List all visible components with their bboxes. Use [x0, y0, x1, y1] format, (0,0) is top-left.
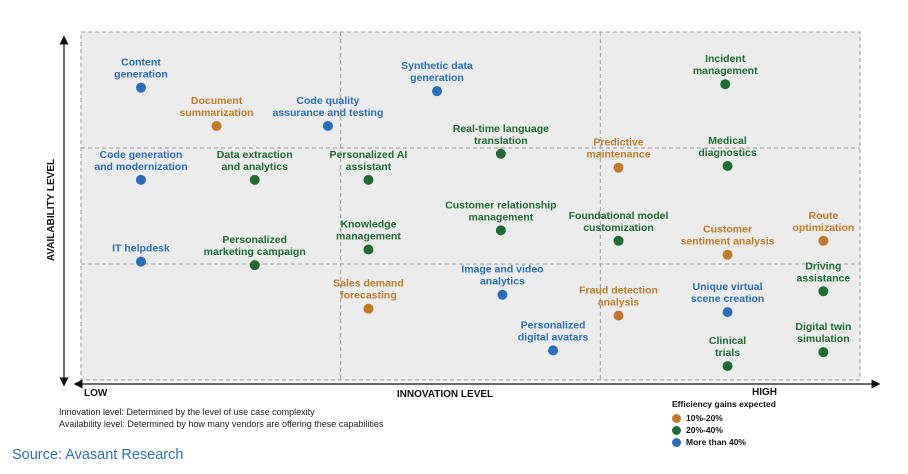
point-3: [322, 120, 333, 131]
legend-title: Efficiency gains expected: [672, 399, 776, 409]
point-19: [818, 286, 829, 297]
point-12: [495, 225, 506, 236]
point-24: [548, 345, 559, 356]
point-22: [613, 310, 624, 321]
point-label-15: Customer sentiment analysis: [681, 224, 775, 248]
point-label-3: Code quality assurance and testing: [273, 95, 384, 119]
point-label-18: Personalized marketing campaign: [204, 234, 306, 258]
legend-dot-green: [672, 425, 681, 435]
point-label-4: Synthetic data generation: [401, 60, 473, 84]
point-25: [818, 347, 829, 358]
point-label-11: Personalized AI assistant: [330, 149, 408, 173]
legend-dot-orange: [672, 413, 681, 423]
x-axis-title: INNOVATION LEVEL: [397, 389, 493, 400]
x-axis-low-label: LOW: [84, 388, 108, 399]
plot-background: [81, 32, 860, 380]
point-17: [135, 256, 146, 267]
point-8: [722, 160, 733, 171]
point-11: [363, 174, 374, 185]
point-7: [613, 162, 624, 173]
point-label-25: Digital twin simulation: [795, 321, 851, 345]
point-23: [722, 307, 733, 318]
point-6: [495, 148, 506, 159]
point-15: [722, 249, 733, 260]
innovation-level-note: Innovation level: Determined by the leve…: [59, 407, 315, 417]
point-label-21: Sales demand forecasting: [333, 278, 404, 302]
point-label-1: Content generation: [114, 57, 168, 81]
point-label-23: Unique virtual scene creation: [691, 281, 765, 305]
point-20: [497, 289, 508, 300]
legend-item-10-20: 10%-20%: [672, 412, 776, 424]
availability-level-note: Availability level: Determined by how ma…: [59, 419, 384, 429]
point-label-19: Driving assistance: [797, 260, 851, 284]
point-label-16: Knowledge management: [336, 219, 401, 243]
legend-dot-blue: [672, 437, 681, 447]
point-label-14: Route optimization: [792, 210, 854, 234]
grid-border: [80, 31, 861, 381]
legend-item-more-than-40: More than 40%: [672, 436, 776, 448]
legend-label: 20%-40%: [686, 425, 723, 435]
point-26: [722, 361, 733, 372]
point-label-9: Code generation and modernization: [94, 149, 187, 173]
point-label-5: Incident management: [693, 53, 758, 77]
legend-label: More than 40%: [686, 437, 746, 447]
point-label-20: Image and video analytics: [461, 264, 543, 288]
legend-label: 10%-20%: [686, 413, 723, 423]
point-label-6: Real-time language translation: [453, 123, 549, 147]
point-4: [432, 86, 443, 97]
point-label-17: IT helpdesk: [112, 243, 170, 255]
point-label-12: Customer relationship management: [445, 199, 556, 223]
point-label-24: Personalized digital avatars: [518, 319, 589, 343]
point-10: [249, 174, 260, 185]
point-2: [211, 120, 222, 131]
point-label-2: Document summarization: [179, 95, 253, 119]
point-18: [249, 260, 260, 271]
point-14: [818, 235, 829, 246]
source-credit: Source: Avasant Research: [12, 447, 184, 463]
x-axis-high-label: HIGH: [752, 387, 777, 398]
point-16: [363, 244, 374, 255]
point-5: [720, 79, 731, 90]
legend: Efficiency gains expected 10%-20% 20%-40…: [672, 399, 776, 448]
legend-item-20-40: 20%-40%: [672, 424, 776, 436]
point-13: [613, 235, 624, 246]
point-label-26: Clinical trials: [709, 335, 746, 359]
point-label-8: Medical diagnostics: [698, 135, 757, 159]
point-label-13: Foundational model customization: [569, 210, 669, 234]
point-9: [135, 174, 146, 185]
chart-axes: INNOVATION LEVEL AVAILABILITY LEVEL LOW HIG…: [46, 35, 881, 400]
point-label-10: Data extraction and analytics: [217, 149, 293, 173]
chart-grid: [80, 31, 861, 381]
point-1: [135, 82, 146, 93]
chart-points: Content generation Document summarization Co…: [94, 53, 854, 372]
point-label-22: Fraud detection analysis: [579, 285, 658, 309]
y-axis-title: AVAILABILITY LEVEL: [46, 159, 57, 261]
point-label-7: Predictive maintenance: [586, 137, 650, 161]
point-21: [363, 303, 374, 314]
